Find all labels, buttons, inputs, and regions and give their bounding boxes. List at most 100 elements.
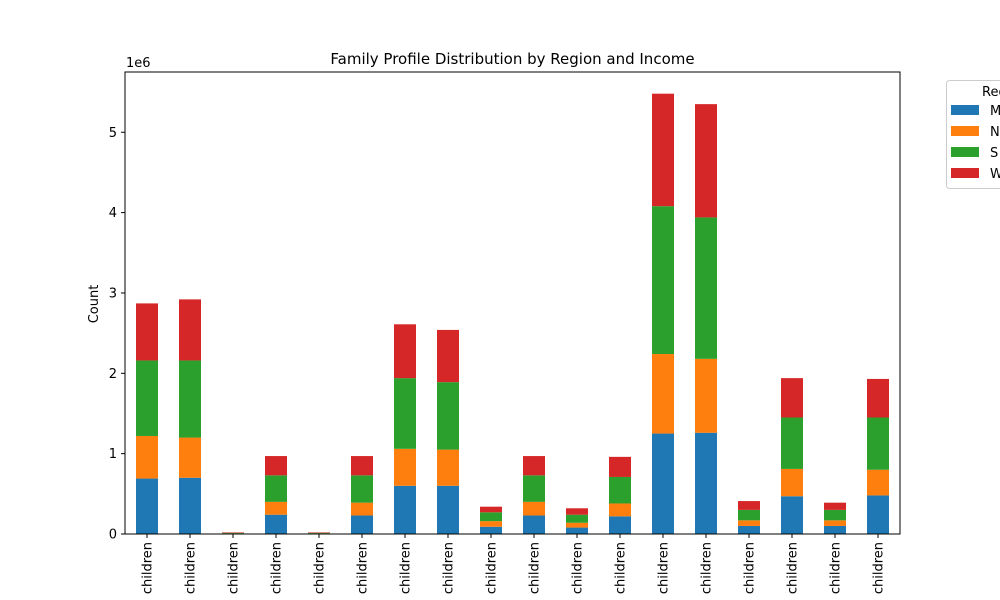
- legend-title: Reg: [982, 85, 1000, 100]
- x-tick-label: children: [571, 542, 586, 594]
- bar-n-13: [695, 358, 717, 433]
- bar-s-8: [480, 512, 502, 522]
- x-tick-label: children: [399, 542, 414, 594]
- legend-label-w: W: [990, 167, 1000, 182]
- bar-s-2: [222, 532, 244, 534]
- bar-m-0: [136, 478, 158, 534]
- bar-n-8: [480, 521, 502, 527]
- bar-s-5: [351, 475, 373, 503]
- bar-s-7: [437, 382, 459, 450]
- bar-w-0: [136, 303, 158, 361]
- bar-s-0: [136, 360, 158, 436]
- bar-m-5: [351, 515, 373, 534]
- bar-s-14: [738, 509, 760, 521]
- y-tick-label: 5: [109, 126, 117, 141]
- legend-swatch-w: [951, 168, 979, 178]
- x-tick-label: children: [743, 542, 758, 594]
- bar-n-17: [867, 469, 889, 496]
- y-tick-label: 0: [109, 528, 117, 543]
- bar-m-3: [265, 514, 287, 534]
- bar-n-0: [136, 435, 158, 479]
- bar-n-1: [179, 437, 201, 478]
- x-tick-label: children: [786, 542, 801, 594]
- legend-label-m: M: [990, 104, 1000, 119]
- bar-w-17: [867, 378, 889, 418]
- bar-w-6: [394, 324, 416, 379]
- bar-n-5: [351, 502, 373, 516]
- x-tick-label: children: [614, 542, 629, 594]
- legend-label-n: N: [990, 125, 1000, 140]
- bar-w-7: [437, 329, 459, 383]
- x-tick-label: children: [356, 542, 371, 594]
- bar-s-15: [781, 417, 803, 469]
- bar-s-6: [394, 378, 416, 449]
- bar-m-11: [609, 516, 631, 534]
- bar-w-8: [480, 506, 502, 513]
- x-tick-label: children: [227, 542, 242, 594]
- y-tick-label: 4: [109, 206, 117, 221]
- bar-w-4: [308, 532, 330, 533]
- bar-n-3: [265, 501, 287, 515]
- y-tick-label: 2: [109, 367, 117, 382]
- bar-w-1: [179, 299, 201, 361]
- y-tick-label: 1: [109, 447, 117, 462]
- bar-m-15: [781, 496, 803, 534]
- bar-n-11: [609, 503, 631, 517]
- bar-n-16: [824, 520, 846, 526]
- bar-s-3: [265, 475, 287, 502]
- y-axis-label: Count: [87, 285, 102, 324]
- bar-s-11: [609, 476, 631, 504]
- bar-w-16: [824, 502, 846, 510]
- bar-m-17: [867, 495, 889, 534]
- bar-w-3: [265, 456, 287, 476]
- bar-w-13: [695, 104, 717, 218]
- x-tick-label: children: [485, 542, 500, 594]
- bar-m-9: [523, 515, 545, 534]
- plot-frame: [124, 71, 901, 535]
- x-tick-label: children: [528, 542, 543, 594]
- bar-s-4: [308, 532, 330, 534]
- bar-s-9: [523, 475, 545, 502]
- x-tick-label: children: [270, 542, 285, 594]
- bar-w-10: [566, 508, 588, 515]
- chart-title: Family Profile Distribution by Region an…: [330, 50, 694, 68]
- x-axis-ticks: children children children children children…: [141, 534, 887, 594]
- y-axis-ticks: 0 1 2 3 4 5: [109, 126, 125, 543]
- y-axis-multiplier: 1e6: [126, 56, 151, 71]
- x-tick-label: children: [657, 542, 672, 594]
- bar-s-17: [867, 417, 889, 470]
- bar-s-1: [179, 360, 201, 438]
- x-tick-label: children: [141, 542, 156, 594]
- x-tick-label: children: [313, 542, 328, 594]
- bar-m-16: [824, 525, 846, 534]
- bar-w-9: [523, 456, 545, 476]
- bar-s-10: [566, 514, 588, 523]
- x-tick-label: children: [829, 542, 844, 594]
- bar-m-10: [566, 527, 588, 534]
- x-tick-label: children: [700, 542, 715, 594]
- legend-swatch-m: [951, 105, 979, 115]
- bar-n-14: [738, 520, 760, 526]
- bars-layer: [136, 93, 889, 535]
- bar-m-6: [394, 485, 416, 534]
- bar-w-14: [738, 501, 760, 510]
- legend-label-s: S: [990, 146, 998, 161]
- bar-n-10: [566, 522, 588, 528]
- bar-n-9: [523, 501, 545, 516]
- bar-m-14: [738, 525, 760, 534]
- bar-w-11: [609, 456, 631, 477]
- bar-w-5: [351, 456, 373, 476]
- legend-swatch-s: [951, 147, 979, 157]
- bar-n-7: [437, 449, 459, 486]
- bar-s-13: [695, 217, 717, 359]
- x-tick-label: children: [442, 542, 457, 594]
- bar-w-12: [652, 93, 674, 207]
- bar-s-12: [652, 206, 674, 355]
- bar-m-12: [652, 433, 674, 534]
- bar-m-1: [179, 477, 201, 534]
- y-tick-label: 3: [109, 286, 117, 301]
- bar-s-16: [824, 509, 846, 521]
